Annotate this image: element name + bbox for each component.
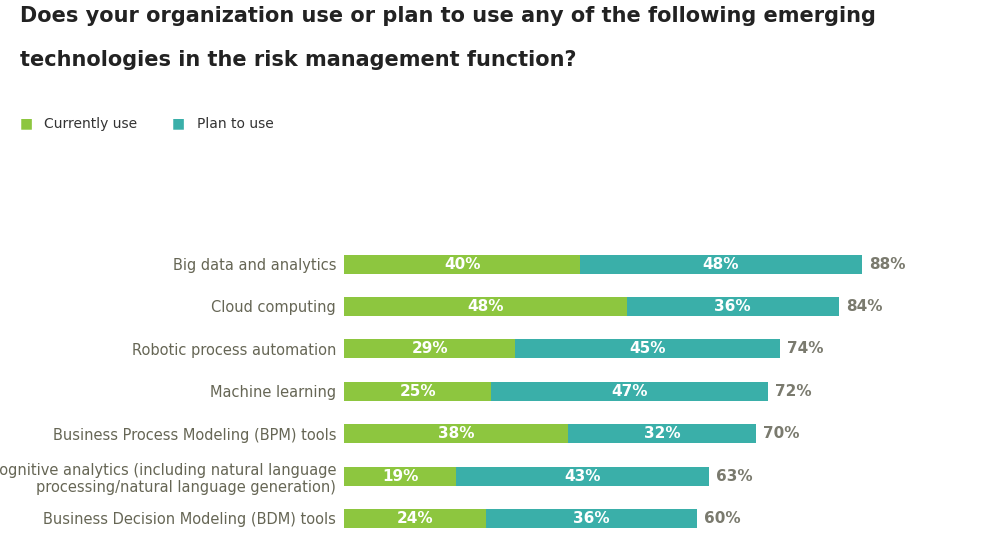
Bar xyxy=(344,382,491,401)
Text: 38%: 38% xyxy=(438,426,474,441)
Text: 29%: 29% xyxy=(411,341,448,356)
Text: ■: ■ xyxy=(20,117,32,130)
Bar xyxy=(515,339,779,359)
Text: ■: ■ xyxy=(172,117,185,130)
Text: 40%: 40% xyxy=(444,256,480,271)
Bar xyxy=(627,297,838,316)
Text: 48%: 48% xyxy=(467,299,504,314)
Text: Currently use: Currently use xyxy=(44,117,138,130)
Bar xyxy=(344,424,568,443)
Text: 74%: 74% xyxy=(787,341,824,356)
Text: 72%: 72% xyxy=(775,384,812,399)
Text: 47%: 47% xyxy=(611,384,648,399)
Text: 45%: 45% xyxy=(629,341,665,356)
Text: 70%: 70% xyxy=(764,426,800,441)
Text: 32%: 32% xyxy=(644,426,680,441)
Text: 36%: 36% xyxy=(574,511,610,526)
Text: 24%: 24% xyxy=(397,511,433,526)
Bar xyxy=(344,339,515,359)
Text: 19%: 19% xyxy=(382,468,418,483)
Bar xyxy=(344,297,627,316)
Text: 36%: 36% xyxy=(714,299,751,314)
Text: 63%: 63% xyxy=(716,468,753,483)
Text: 88%: 88% xyxy=(869,256,905,271)
Text: technologies in the risk management function?: technologies in the risk management func… xyxy=(20,50,577,70)
Text: 84%: 84% xyxy=(845,299,883,314)
Text: 48%: 48% xyxy=(703,256,739,271)
Text: Plan to use: Plan to use xyxy=(197,117,274,130)
Text: 60%: 60% xyxy=(705,511,741,526)
Bar xyxy=(580,255,862,274)
Bar xyxy=(344,509,486,528)
Bar xyxy=(486,509,698,528)
Bar xyxy=(344,467,457,486)
Bar xyxy=(457,467,709,486)
Bar xyxy=(344,255,580,274)
Text: Does your organization use or plan to use any of the following emerging: Does your organization use or plan to us… xyxy=(20,6,876,26)
Text: 25%: 25% xyxy=(400,384,436,399)
Text: 43%: 43% xyxy=(565,468,601,483)
Bar xyxy=(568,424,757,443)
Bar xyxy=(491,382,769,401)
